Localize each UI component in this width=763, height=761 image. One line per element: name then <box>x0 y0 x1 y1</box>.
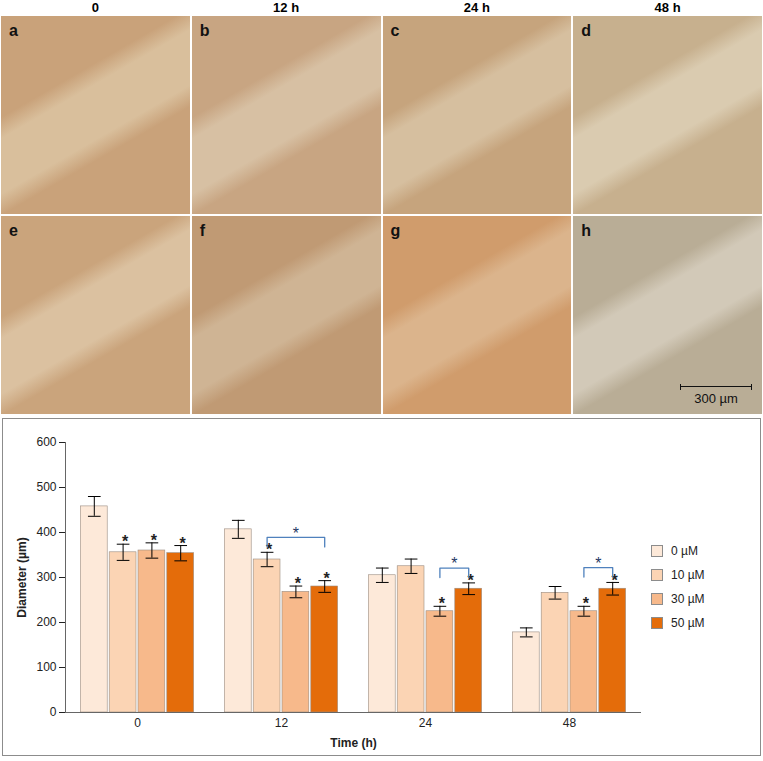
svg-text:12: 12 <box>275 716 289 730</box>
svg-text:Time (h): Time (h) <box>330 736 376 750</box>
html-text:f: f <box>199 222 206 239</box>
svg-text:*: * <box>151 532 158 549</box>
svg-text:0: 0 <box>50 705 57 719</box>
svg-text:400: 400 <box>36 525 56 539</box>
svg-text:*: * <box>451 555 457 572</box>
html-text:12 h: 12 h <box>273 0 300 15</box>
svg-text:48: 48 <box>563 716 577 730</box>
html-text:g: g <box>390 222 401 239</box>
html-text:e: e <box>9 222 18 239</box>
html-text:b: b <box>199 22 210 39</box>
html-text:24 h: 24 h <box>463 0 490 15</box>
html-text:300 µm: 300 µm <box>694 391 738 406</box>
html-text:10 µM: 10 µM <box>671 568 705 582</box>
svg-text:*: * <box>295 575 302 592</box>
svg-text:500: 500 <box>36 480 56 494</box>
svg-text:Diameter (µm): Diameter (µm) <box>15 537 29 617</box>
svg-text:300: 300 <box>36 570 56 584</box>
svg-text:100: 100 <box>36 660 56 674</box>
svg-text:*: * <box>293 525 299 542</box>
html-text:a: a <box>9 22 18 39</box>
svg-text:*: * <box>180 535 187 552</box>
svg-text:*: * <box>122 533 129 550</box>
svg-text:*: * <box>439 595 446 612</box>
svg-text:*: * <box>583 595 590 612</box>
html-text:50 µM: 50 µM <box>671 616 705 630</box>
html-text:30 µM: 30 µM <box>671 592 705 606</box>
html-text:48 h: 48 h <box>654 0 681 15</box>
svg-text:200: 200 <box>36 615 56 629</box>
html-text:d: d <box>581 22 591 39</box>
html-text:0: 0 <box>91 0 99 15</box>
html-text:h: h <box>581 222 591 239</box>
svg-text:0: 0 <box>134 716 141 730</box>
svg-text:*: * <box>324 570 331 587</box>
html-text:0 µM: 0 µM <box>671 544 698 558</box>
svg-text:24: 24 <box>419 716 433 730</box>
html-text:c: c <box>390 22 400 39</box>
svg-text:*: * <box>595 555 601 572</box>
svg-text:600: 600 <box>36 435 56 449</box>
